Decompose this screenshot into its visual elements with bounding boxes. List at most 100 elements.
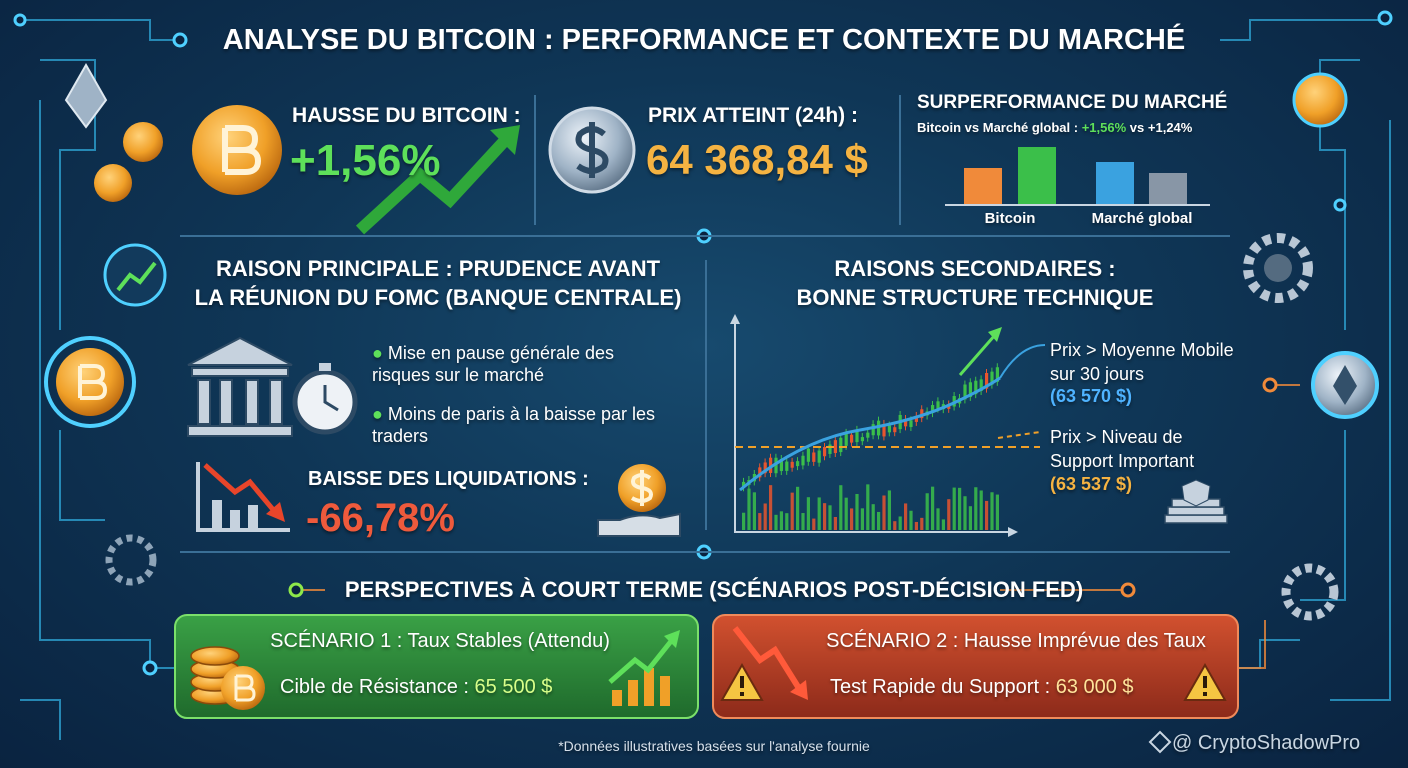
bullet: ● Mise en pause générale des risques sur… — [372, 343, 615, 385]
decor-candle — [828, 444, 832, 454]
scenario-line: Cible de Résistance : 65 500 $ — [280, 676, 552, 699]
scenario-title: SCÉNARIO 1 : Taux Stables (Attendu) — [270, 630, 610, 652]
note: Prix > Niveau de Support Important — [1050, 427, 1195, 471]
decor-candle — [817, 450, 821, 463]
decor-candle — [812, 452, 816, 462]
decor-candle — [882, 423, 886, 437]
decor-candle — [887, 425, 891, 433]
decor-candle — [887, 490, 891, 530]
decor-candle — [985, 500, 989, 530]
scenario-line: Test Rapide du Support : 63 000 $ — [830, 676, 1134, 699]
decor-candle — [850, 434, 854, 443]
decor-candle — [796, 461, 800, 467]
scenario-value: 63 000 $ — [1055, 676, 1134, 698]
decor-candle — [925, 493, 929, 530]
main-reason-title: LA RÉUNION DU FOMC (BANQUE CENTRALE) — [194, 285, 682, 310]
decor-candle — [828, 505, 832, 530]
secondary-title: RAISONS SECONDAIRES : — [834, 256, 1116, 281]
decor-candle — [850, 508, 854, 530]
decor-candle — [909, 420, 913, 428]
note-value: (63 537 $) — [1050, 474, 1133, 494]
decor-candle — [801, 455, 805, 466]
decor-candle — [968, 506, 972, 530]
decor-candle — [952, 487, 956, 530]
decor-candle — [866, 484, 870, 530]
subtitle-text: Bitcoin vs Marché global : — [917, 120, 1079, 135]
decor-candle — [779, 511, 783, 530]
decor-candle — [774, 514, 778, 530]
decor-candle — [844, 432, 848, 446]
bar-label: Marché global — [1091, 210, 1193, 227]
decor-candle — [974, 487, 978, 530]
decor-candle — [936, 508, 940, 530]
decor-candle — [990, 492, 994, 530]
scenario-label: Cible de Résistance : — [280, 676, 469, 698]
decor-candle — [990, 371, 994, 385]
decor-candle — [860, 508, 864, 530]
decor-candle — [790, 492, 794, 530]
decor-candle — [920, 409, 924, 419]
decor-candle — [941, 519, 945, 530]
decor-candle — [958, 487, 962, 530]
outperformance-title: SURPERFORMANCE DU MARCHÉ — [917, 92, 1228, 113]
decor-candle — [855, 493, 859, 530]
decor-candle — [785, 461, 789, 471]
bar-label: Bitcoin — [984, 210, 1036, 227]
decor-candle — [898, 516, 902, 530]
scenario-label: Test Rapide du Support : — [830, 676, 1051, 698]
decor-candle — [914, 521, 918, 530]
main-reason-title: RAISON PRINCIPALE : PRUDENCE AVANT — [215, 256, 661, 281]
bullet-text: Moins de paris à la baisse par les trade… — [372, 404, 656, 446]
decor-candle — [860, 437, 864, 442]
decor-candle — [855, 429, 859, 443]
bitcoin-change: +1,56% — [1081, 120, 1127, 135]
decor-candle — [817, 497, 821, 530]
decor-candle — [796, 486, 800, 530]
decor-candle — [806, 497, 810, 530]
outperformance-subtitle: Bitcoin vs Marché global : +1,56% vs +1,… — [917, 120, 1192, 135]
outlook-title: PERSPECTIVES À COURT TERME (SCÉNARIOS PO… — [344, 577, 1084, 602]
decor-candle — [769, 485, 773, 530]
decor-candle — [968, 382, 972, 397]
rise-value: +1,56% — [290, 136, 441, 185]
decor-candle — [801, 513, 805, 530]
decor-candle — [806, 448, 810, 462]
decor-candle — [979, 379, 983, 391]
note-value: (63 570 $) — [1050, 386, 1133, 406]
decor-candle — [763, 503, 767, 530]
rise-label: HAUSSE DU BITCOIN : — [292, 104, 521, 127]
decor-candle — [909, 510, 913, 530]
decor-candle — [844, 497, 848, 530]
decor-candle — [758, 513, 762, 530]
decor-candle — [833, 440, 837, 454]
decor-candle — [920, 517, 924, 530]
decor-candle — [871, 424, 875, 436]
bullet: ● Moins de paris à la baisse par les tra… — [372, 404, 656, 446]
decor-candle — [774, 457, 778, 474]
decor-candle — [979, 490, 983, 530]
decor-candle — [763, 462, 767, 474]
decor-candle — [877, 511, 881, 530]
decor-candle — [914, 415, 918, 422]
decor-candle — [893, 521, 897, 530]
decor-candle — [947, 499, 951, 530]
bullet-text: Mise en pause générale des risques sur l… — [372, 343, 615, 385]
decor-candle — [742, 481, 746, 488]
liquidations-label: BAISSE DES LIQUIDATIONS : — [308, 468, 589, 490]
decor-candle — [812, 518, 816, 530]
vs: vs — [1129, 120, 1145, 135]
decor-candle — [779, 458, 783, 472]
liquidations-value: -66,78% — [306, 496, 455, 540]
decor-candle — [995, 367, 999, 382]
footnote: *Données illustratives basées sur l'anal… — [558, 738, 870, 754]
decor-candle — [823, 446, 827, 457]
watermark: @ CryptoShadowPro — [1172, 732, 1361, 754]
scenario-title: SCÉNARIO 2 : Hausse Imprévue des Taux — [826, 630, 1206, 652]
decor-candle — [974, 380, 978, 395]
decor-candle — [866, 432, 870, 438]
decor-candle — [790, 461, 794, 468]
decor-candle — [833, 516, 837, 530]
decor-candle — [747, 488, 751, 530]
